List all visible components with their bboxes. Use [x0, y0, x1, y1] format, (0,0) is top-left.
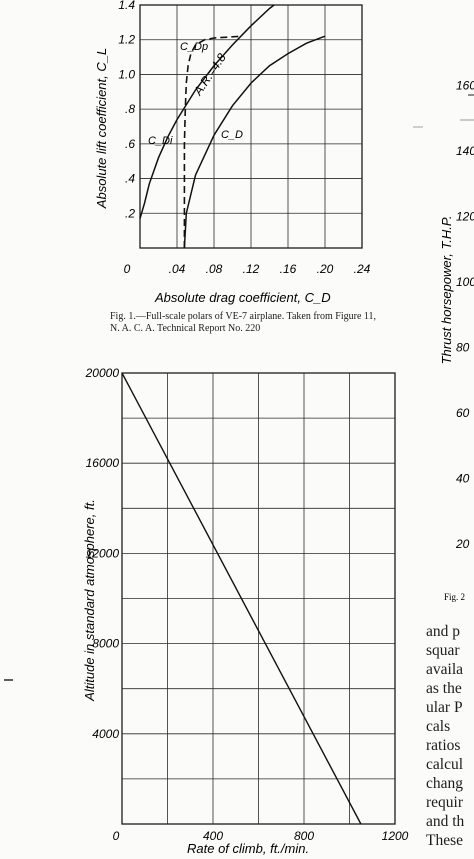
- body-text-line: requir: [426, 794, 464, 811]
- climb-y-tick-label: 4000: [92, 727, 119, 741]
- body-text-line: and p: [426, 623, 461, 640]
- body-text-line: and th: [426, 813, 465, 830]
- climb-y-tick-label: 20000: [85, 366, 120, 380]
- polar-x-tick-label: .04: [169, 262, 186, 276]
- polar-y-tick-label: .8: [125, 102, 135, 116]
- thp-y-tick-label: 140: [456, 144, 474, 158]
- thp-y-tick-label: 60: [456, 406, 470, 420]
- figure-1-caption: Fig. 1.—Full-scale polars of VE-7 airpla…: [110, 311, 377, 334]
- polar-x-tick-label: .24: [354, 262, 371, 276]
- thp-y-tick-label: 80: [456, 341, 470, 355]
- polar-x-tick-label: .20: [317, 262, 334, 276]
- polar-y-tick-label: .4: [125, 172, 135, 186]
- climb-x-tick-label: 800: [294, 829, 314, 843]
- body-text-line: squar: [426, 642, 460, 659]
- polar-x-tick-label: .16: [280, 262, 297, 276]
- body-text-line: ratios: [426, 737, 461, 754]
- polar-x-tick-label: .12: [243, 262, 260, 276]
- body-text-line: These: [426, 832, 464, 849]
- polar-series-line: [139, 4, 275, 219]
- body-text-line: ular P: [426, 699, 463, 716]
- polar-x-ticks: 0 .04 .08 .12 .16 .20 .24: [124, 262, 371, 276]
- thp-axis-label: Thrust horsepower, T.H.P.: [439, 216, 454, 365]
- climb-y-tick-label: 12000: [86, 546, 120, 560]
- climb-x-tick-label: 0: [113, 829, 120, 843]
- polar-series-line: [183, 35, 242, 248]
- polar-y-tick-label: .2: [125, 206, 135, 220]
- polar-grid: [140, 5, 362, 248]
- climb-y-tick-label: 8000: [92, 637, 119, 651]
- thp-y-tick-label: 40: [456, 472, 470, 486]
- polar-chart: 0 .04 .08 .12 .16 .20 .24 .2 .4 .6 .8 1.0 1.2 1.4 Ab…: [94, 0, 371, 305]
- polar-y-tick-label: 1.4: [118, 0, 135, 12]
- annotation-cd: C_D: [221, 129, 243, 141]
- polar-x-tick-label: .08: [206, 262, 223, 276]
- body-text-line: chang: [426, 775, 464, 792]
- climb-x-ticks: 0 400 800 1200: [113, 829, 409, 843]
- climb-series-line: [121, 372, 362, 825]
- body-text-line: calcul: [426, 756, 464, 773]
- polar-y-tick-label: .6: [125, 137, 135, 151]
- polar-x-tick-label: 0: [124, 262, 131, 276]
- thp-y-tick-label: 160: [456, 79, 474, 93]
- thp-y-tick-label: 20: [455, 537, 470, 551]
- polar-y-axis-label: Absolute lift coefficient, C_L: [94, 48, 109, 209]
- polar-series-line: [183, 35, 326, 249]
- polar-y-ticks: .2 .4 .6 .8 1.0 1.2 1.4: [118, 0, 135, 220]
- climb-chart: 0 400 800 1200 4000 8000 12000 16000 20000 Rate…: [82, 366, 409, 856]
- climb-y-ticks: 4000 8000 12000 16000 20000: [85, 366, 120, 741]
- climb-x-tick-label: 1200: [382, 829, 409, 843]
- thp-y-tick-label: 100: [456, 275, 474, 289]
- thp-y-ticks: 20 40 60 80 100 120 140 160: [455, 79, 474, 552]
- climb-x-axis-label: Rate of climb, ft./min.: [187, 841, 309, 856]
- climb-x-tick-label: 400: [203, 829, 223, 843]
- polar-series: [139, 4, 326, 249]
- polar-y-tick-label: 1.0: [118, 67, 135, 81]
- body-text-line: cals: [426, 718, 451, 735]
- body-text-line: as the: [426, 680, 462, 697]
- fig2-caption-fragment: Fig. 2: [444, 592, 465, 602]
- annotation-cdi: C_Di: [148, 135, 173, 147]
- thp-y-tick-label: 120: [456, 210, 474, 224]
- climb-grid: [122, 373, 395, 824]
- climb-series: [121, 372, 362, 825]
- body-text-line: availa: [426, 661, 464, 678]
- polar-x-axis-label: Absolute drag coefficient, C_D: [154, 290, 331, 305]
- body-text-column: and p squar availa as the ular P cals ra…: [426, 622, 474, 850]
- thrust-horsepower-chart-partial: Thrust horsepower, T.H.P. 20 40 60 80 100 120…: [439, 79, 474, 602]
- annotation-cdp: C_Dp: [180, 41, 208, 53]
- polar-y-tick-label: 1.2: [118, 33, 135, 47]
- climb-y-axis-label: Altitude in standard atmosphere, ft.: [82, 499, 97, 702]
- climb-y-tick-label: 16000: [86, 456, 120, 470]
